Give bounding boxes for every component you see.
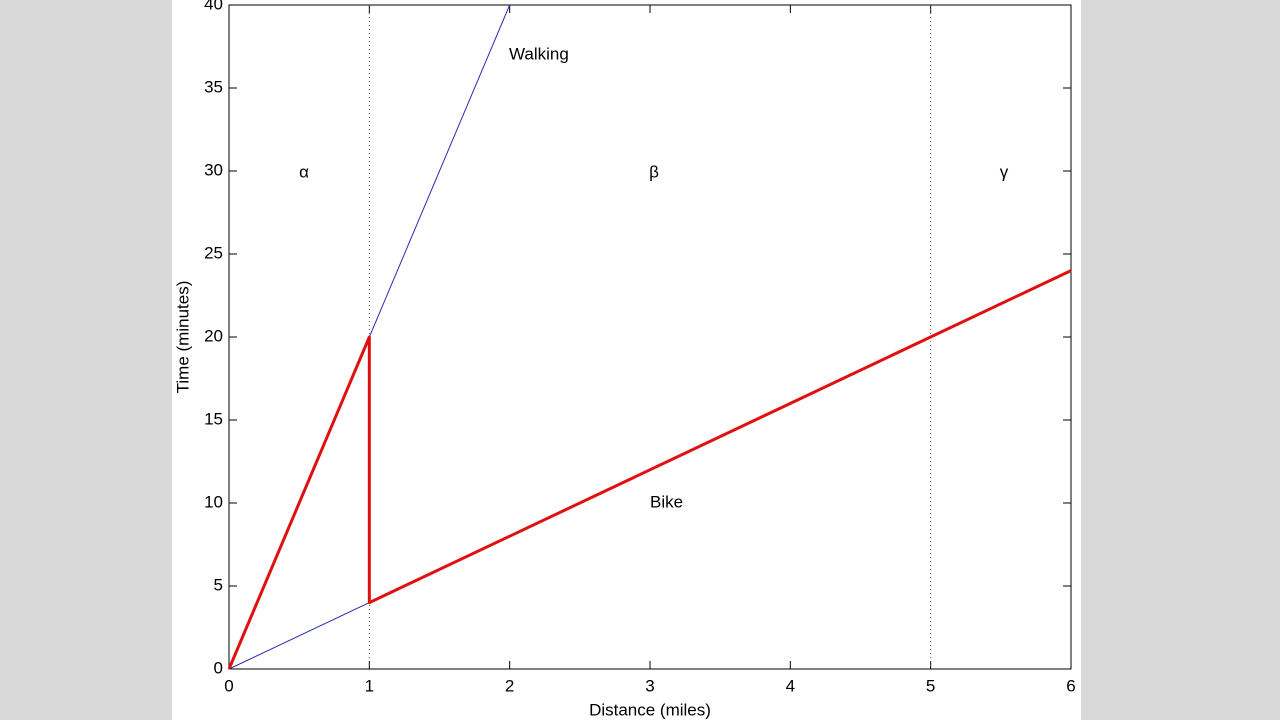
y-tick-label: 0 <box>214 658 223 677</box>
annotation: γ <box>1000 162 1009 181</box>
annotation: α <box>299 162 309 181</box>
y-tick-label: 35 <box>204 77 223 96</box>
x-tick-label: 3 <box>645 676 654 695</box>
series-line <box>227 269 1072 670</box>
y-tick-label: 15 <box>204 409 223 428</box>
x-tick-label: 0 <box>224 676 233 695</box>
y-tick-label: 40 <box>204 0 223 13</box>
annotation: Walking <box>509 44 569 63</box>
y-axis-label: Time (minutes) <box>173 281 192 394</box>
y-tick-label: 20 <box>204 326 223 345</box>
y-tick-label: 25 <box>204 243 223 262</box>
figure-background <box>172 0 1081 720</box>
y-tick-label: 30 <box>204 160 223 179</box>
annotation: Bike <box>650 492 683 511</box>
annotation: β <box>649 162 659 181</box>
x-tick-label: 5 <box>926 676 935 695</box>
y-tick-label: 5 <box>214 575 223 594</box>
x-tick-label: 2 <box>505 676 514 695</box>
x-axis-label: Distance (miles) <box>589 700 711 719</box>
y-tick-label: 10 <box>204 492 223 511</box>
x-tick-label: 6 <box>1066 676 1075 695</box>
x-tick-label: 1 <box>365 676 374 695</box>
x-tick-label: 4 <box>786 676 795 695</box>
series-line <box>228 602 370 670</box>
